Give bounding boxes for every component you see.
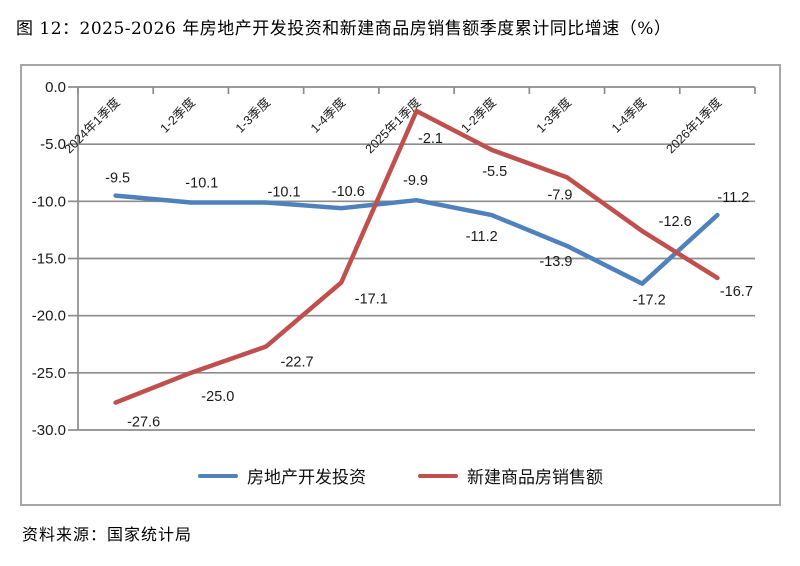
legend-label-new-home-sales: 新建商品房销售额 — [467, 468, 603, 488]
svg-text:-11.2: -11.2 — [466, 229, 498, 245]
svg-text:-25.0: -25.0 — [201, 389, 234, 405]
svg-text:1-4季度: 1-4季度 — [608, 94, 649, 135]
svg-text:-11.2: -11.2 — [717, 190, 749, 206]
svg-text:-17.2: -17.2 — [633, 293, 666, 309]
x-axis-labels: 2024年1季度 1-2季度 1-3季度 1-4季度 2025年1季度 1-2季度 1-3季… — [61, 94, 725, 156]
legend-line-red — [418, 473, 458, 478]
svg-text:-9.9: -9.9 — [403, 173, 428, 189]
svg-text:2026年1季度: 2026年1季度 — [663, 94, 725, 156]
svg-text:1-2季度: 1-2季度 — [157, 94, 198, 135]
legend-item-new-home-sales: 新建商品房销售额 — [418, 463, 603, 488]
svg-text:-10.1: -10.1 — [268, 184, 301, 200]
svg-text:-30.0: -30.0 — [32, 422, 66, 439]
svg-text:-12.6: -12.6 — [659, 214, 692, 230]
y-axis-labels: 0.0 -5.0 -10.0 -15.0 -20.0 -25.0 -30.0 — [32, 79, 66, 439]
figure-title: 图 12：2025-2026 年房地产开发投资和新建商品房销售额季度累计同比增速… — [16, 19, 672, 39]
svg-text:-16.7: -16.7 — [720, 284, 753, 300]
legend-item-development-investment: 房地产开发投资 — [198, 463, 366, 488]
svg-text:-15.0: -15.0 — [32, 251, 66, 268]
svg-text:1-3季度: 1-3季度 — [232, 94, 273, 135]
svg-text:-13.9: -13.9 — [539, 254, 572, 270]
svg-text:-25.0: -25.0 — [32, 365, 66, 382]
svg-text:-2.1: -2.1 — [418, 131, 443, 147]
series-line-0 — [113, 193, 720, 286]
line-chart: 0.0 -5.0 -10.0 -15.0 -20.0 -25.0 -30.0 2024年1季度… — [32, 79, 756, 439]
svg-text:-10.1: -10.1 — [185, 175, 218, 191]
svg-text:1-4季度: 1-4季度 — [307, 94, 348, 135]
svg-text:1-2季度: 1-2季度 — [458, 94, 499, 135]
legend-label-development-investment: 房地产开发投资 — [247, 468, 366, 488]
svg-text:-10.6: -10.6 — [332, 184, 365, 200]
series-line-1 — [113, 108, 720, 405]
svg-text:-10.0: -10.0 — [32, 193, 66, 210]
svg-text:-20.0: -20.0 — [32, 308, 66, 325]
legend-line-blue — [198, 473, 238, 478]
data-labels-0: -9.5 -10.1 -10.1 -10.6 -9.9 -11.2 -13.9 -17.2 -1… — [105, 171, 749, 309]
axis-ticks — [68, 86, 756, 431]
svg-text:2024年1季度: 2024年1季度 — [61, 94, 123, 156]
svg-text:1-3季度: 1-3季度 — [533, 94, 574, 135]
svg-text:-9.5: -9.5 — [105, 171, 130, 187]
svg-text:-5.0: -5.0 — [40, 136, 66, 153]
chart-frame: 0.0 -5.0 -10.0 -15.0 -20.0 -25.0 -30.0 2024年1季度… — [20, 64, 781, 506]
svg-text:-27.6: -27.6 — [127, 415, 160, 431]
svg-text:-7.9: -7.9 — [547, 187, 572, 203]
svg-text:0.0: 0.0 — [45, 79, 66, 96]
svg-text:-17.1: -17.1 — [355, 292, 388, 308]
svg-text:-22.7: -22.7 — [281, 355, 314, 371]
data-labels-1: -27.6 -25.0 -22.7 -17.1 -2.1 -5.5 -7.9 -12.6 -16… — [127, 131, 753, 431]
source-note: 资料来源：国家统计局 — [22, 525, 193, 544]
svg-text:-5.5: -5.5 — [482, 164, 507, 180]
svg-text:2025年1季度: 2025年1季度 — [362, 94, 424, 156]
chart-legend: 房地产开发投资 新建商品房销售额 — [22, 463, 779, 488]
